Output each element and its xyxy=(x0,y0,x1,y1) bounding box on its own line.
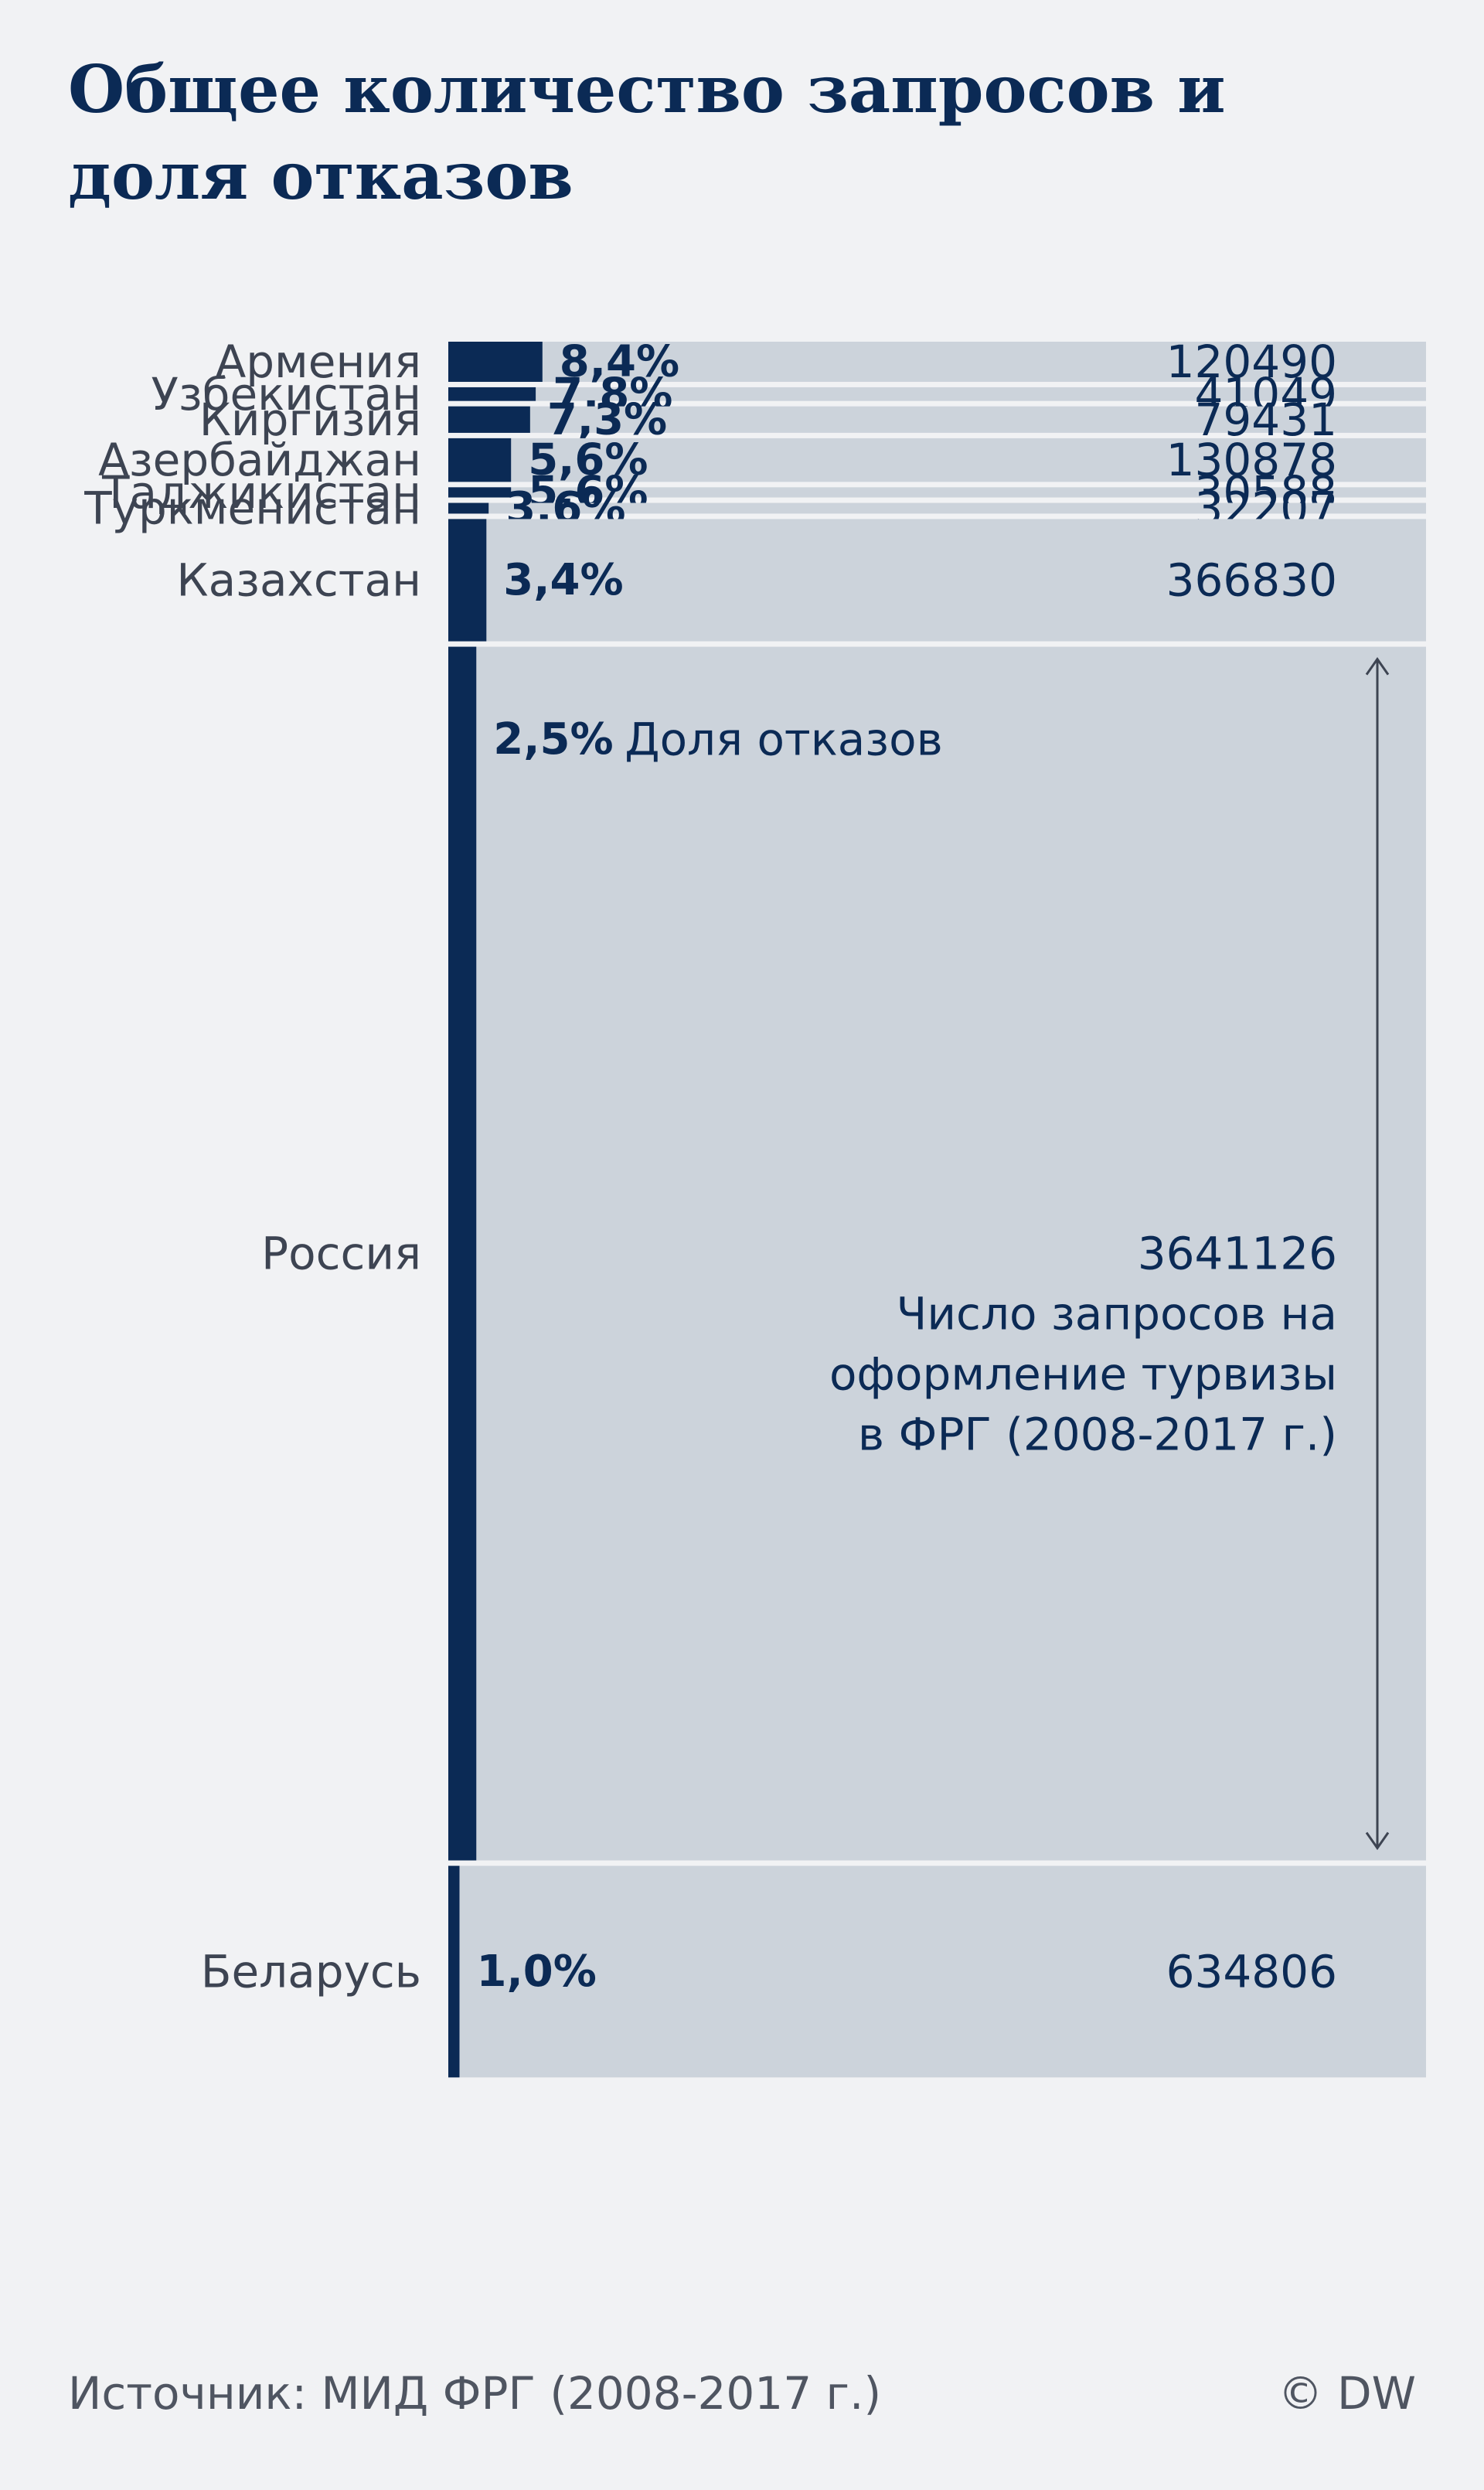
share-label-7: 2,5% xyxy=(493,714,613,765)
share-label-8: 1,0% xyxy=(477,1947,597,1997)
share-label-3: 5,6% xyxy=(528,435,648,485)
country-label-7: Россия xyxy=(261,1228,421,1280)
requests-label-6: 366830 xyxy=(1166,554,1337,606)
country-label-2: Киргизия xyxy=(199,393,421,446)
requests-label-8: 634806 xyxy=(1166,1945,1337,1998)
requests-bar-4 xyxy=(448,487,1426,498)
requests-label-7: 3641126 xyxy=(1138,1228,1337,1280)
copyright: © DW xyxy=(1278,2367,1416,2420)
country-label-5: Туркменистан xyxy=(83,482,421,534)
requests-bar-0 xyxy=(448,342,1426,382)
share-label-2: 7,3% xyxy=(547,394,667,445)
country-label-0: Армения xyxy=(216,336,421,388)
requests-label-0: 120490 xyxy=(1166,336,1337,388)
share-annotation: Доля отказов xyxy=(625,714,943,766)
requests-bar-6 xyxy=(448,519,1426,642)
requests-bar-3 xyxy=(448,438,1426,482)
share-bar-5 xyxy=(448,502,489,514)
requests-bar-1 xyxy=(448,387,1426,401)
source-note: Источник: МИД ФРГ (2008-2017 г.) xyxy=(68,2367,882,2420)
share-label-6: 3,4% xyxy=(503,555,623,605)
share-bar-3 xyxy=(448,438,512,482)
requests-bar-2 xyxy=(448,406,1426,433)
requests-annotation-line-2: в ФРГ (2008-2017 г.) xyxy=(858,1409,1337,1461)
chart-title: Общее количество запросов и доля отказов xyxy=(68,51,1226,214)
requests-bar-5 xyxy=(448,502,1426,514)
country-label-6: Казахстан xyxy=(176,554,421,606)
requests-label-3: 130878 xyxy=(1166,434,1337,486)
country-label-8: Беларусь xyxy=(201,1945,421,1998)
requests-arrow-head-top xyxy=(1365,656,1390,676)
share-bar-6 xyxy=(448,519,487,642)
requests-annotation-line-1: оформление турвизы xyxy=(829,1348,1337,1401)
share-bar-4 xyxy=(448,487,512,498)
share-bar-7 xyxy=(448,646,477,1861)
share-bar-1 xyxy=(448,387,536,401)
requests-bar-8 xyxy=(448,1865,1426,2078)
share-bar-2 xyxy=(448,406,530,433)
share-bar-0 xyxy=(448,342,543,382)
country-label-1: Узбекистан xyxy=(151,368,421,421)
country-label-3: Азербайджан xyxy=(98,434,421,486)
requests-arrow-head-bottom xyxy=(1365,1831,1390,1851)
share-bar-8 xyxy=(448,1865,460,2078)
share-label-0: 8,4% xyxy=(560,336,679,387)
requests-label-2: 79431 xyxy=(1194,393,1337,446)
requests-annotation-line-0: Число запросов на xyxy=(897,1288,1337,1340)
country-label-4: Таджикистан xyxy=(101,466,421,519)
requests-bar-7 xyxy=(448,646,1426,1861)
